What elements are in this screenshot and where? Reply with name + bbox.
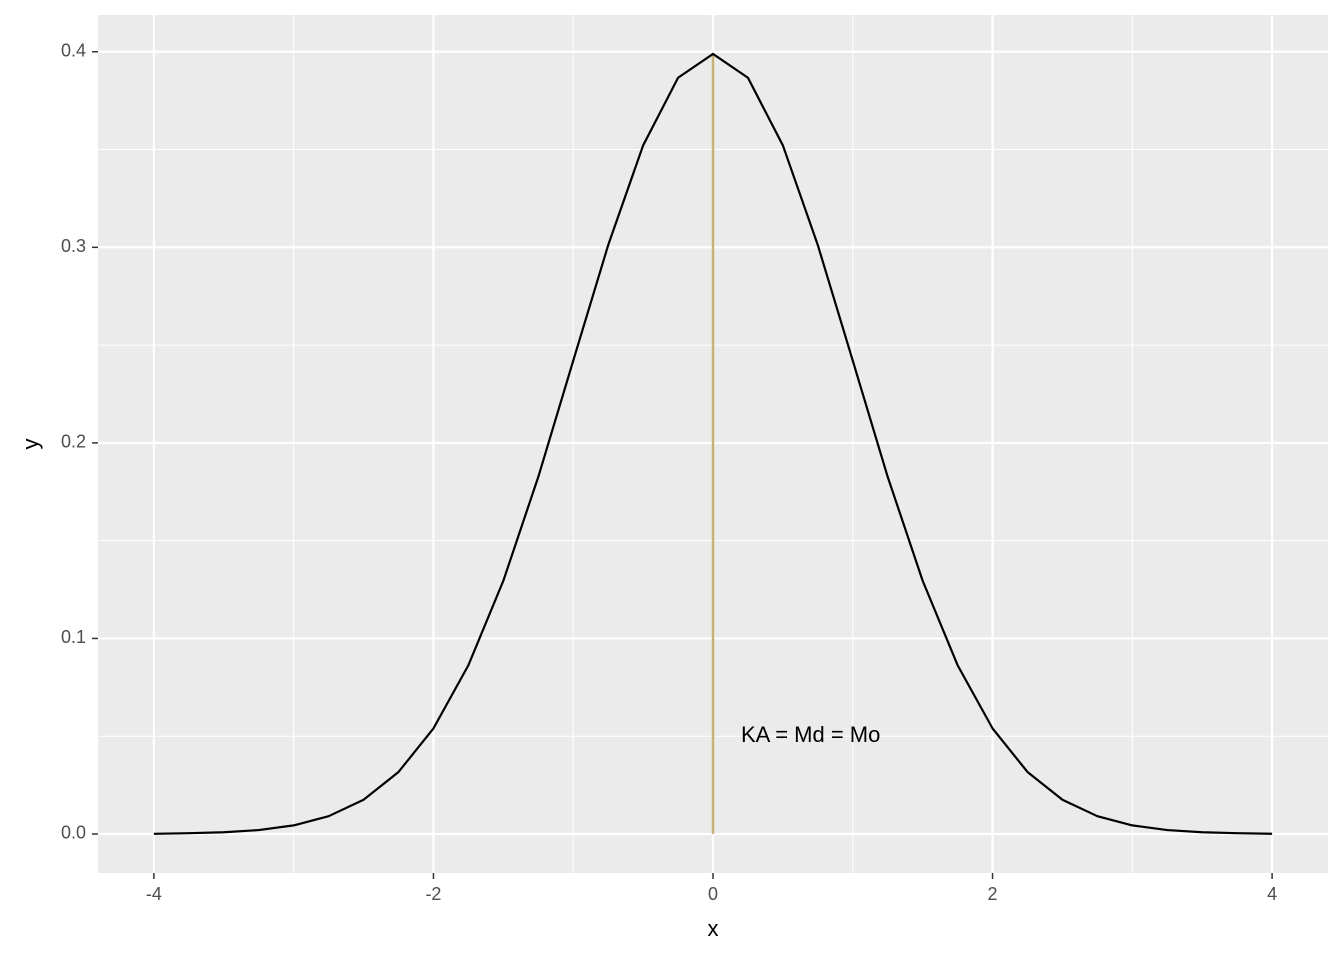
y-tick-label: 0.4 bbox=[61, 41, 86, 61]
y-tick-label: 0.1 bbox=[61, 627, 86, 647]
x-tick-label: 4 bbox=[1267, 884, 1277, 904]
y-axis-title: y bbox=[18, 439, 43, 450]
x-axis-title: x bbox=[708, 916, 719, 941]
y-tick-label: 0.0 bbox=[61, 823, 86, 843]
x-tick-label: -2 bbox=[425, 884, 441, 904]
y-tick-label: 0.3 bbox=[61, 236, 86, 256]
x-tick-label: -4 bbox=[146, 884, 162, 904]
line bbox=[153, 52, 1273, 835]
y-tick-label: 0.2 bbox=[61, 432, 86, 452]
annotation: KA = Md = Mo bbox=[741, 722, 880, 747]
x-tick-label: 0 bbox=[708, 884, 718, 904]
x-tick-label: 2 bbox=[988, 884, 998, 904]
